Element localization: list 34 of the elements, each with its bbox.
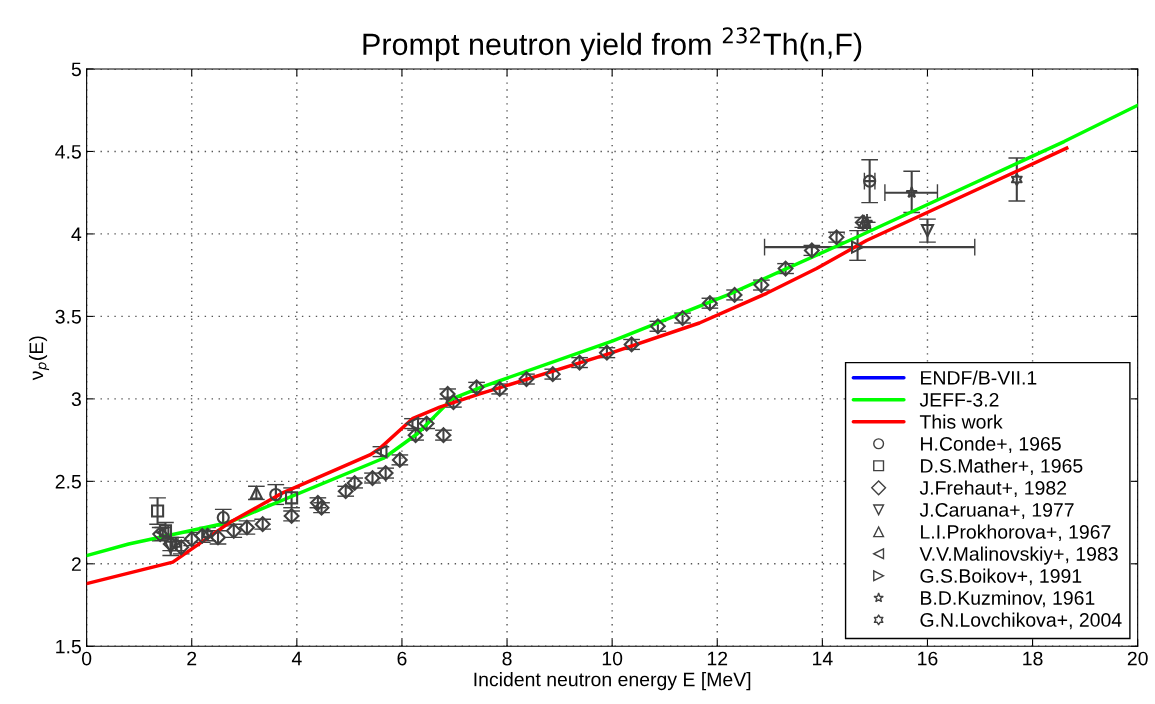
x-tick-label: 16 (918, 651, 938, 666)
legend-label: G.N.Lovchikova+, 2004 (920, 612, 1122, 630)
y-axis-title: ν$_{p}$(E) (28, 336, 50, 381)
x-tick-label: 4 (291, 651, 302, 666)
legend-label: B.D.Kuzminov, 1961 (921, 590, 1095, 608)
x-tick-label: 20 (1127, 651, 1148, 666)
y-tick-label: 2.5 (55, 474, 81, 489)
legend-label: This work (919, 414, 1003, 429)
y-tick-label: 4 (71, 227, 82, 241)
y-tick-label: 4.5 (55, 145, 81, 159)
y-tick-label: 1.5 (56, 639, 81, 654)
x-tick-label: 2 (187, 651, 197, 666)
y-tick-label: 2 (71, 557, 81, 571)
x-tick-label: 8 (502, 651, 512, 666)
legend-label: H.Conde+, 1965 (921, 436, 1061, 454)
x-axis-title: Incident neutron energy E [MeV] (474, 672, 751, 691)
x-tick-label: 18 (1023, 651, 1043, 666)
y-tick-label: 3.5 (55, 309, 81, 324)
legend-label: L.I.Prokhorova+, 1967 (921, 524, 1111, 542)
legend-label: V.V.Malinovskiy+, 1983 (919, 546, 1118, 565)
x-tick-label: 6 (397, 651, 407, 666)
chart-title: Prompt neutron yield from $^{232}$Th(n,F) (363, 27, 862, 62)
x-tick-label: 0 (81, 651, 92, 666)
legend-label: G.S.Boikov+, 1991 (920, 568, 1082, 586)
x-tick-label: 12 (707, 651, 728, 666)
y-tick-label: 5 (71, 62, 81, 77)
x-tick-label: 14 (813, 651, 833, 666)
x-tick-label: 10 (602, 651, 623, 666)
legend-label: D.S.Mather+, 1965 (921, 458, 1083, 476)
legend-label: J.Caruana+, 1977 (919, 503, 1074, 520)
legend-label: J.Frehaut+, 1982 (919, 480, 1067, 498)
legend-label: ENDF/B-VII.1 (921, 370, 1037, 385)
y-tick-label: 3 (71, 392, 81, 407)
legend-label: JEFF-3.2 (919, 392, 999, 407)
